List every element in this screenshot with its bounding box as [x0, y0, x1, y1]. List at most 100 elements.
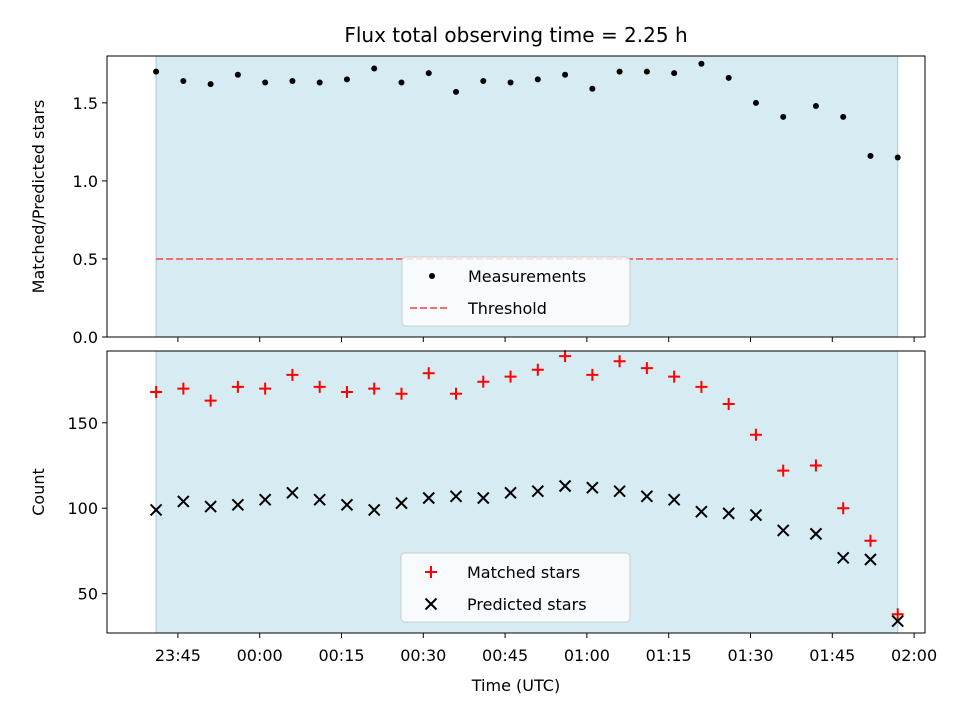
y-tick-label: 1.5 [73, 94, 98, 113]
measurement-point [480, 77, 487, 84]
y-tick-label: 50 [78, 585, 98, 604]
measurement-point [180, 77, 187, 84]
measurement-point [698, 60, 705, 67]
predicted-stars-point [531, 484, 545, 498]
x-tick-label: 02:00 [891, 646, 937, 665]
y-tick-label: 0.5 [73, 250, 98, 269]
measurement-point [289, 77, 296, 84]
predicted-stars-point [340, 498, 354, 512]
measurement-point [453, 88, 460, 95]
predicted-stars-point [836, 551, 850, 565]
x-axis-label: Time (UTC) [471, 676, 560, 695]
chart-title: Flux total observing time = 2.25 h [344, 23, 687, 47]
measurement-point [153, 68, 160, 75]
top-panel-ratio: 0.0 0.5 1.0 1.5 Matched/Predicted stars Measu… [29, 55, 926, 347]
measurement-point [234, 71, 241, 78]
predicted-stars-point [722, 507, 735, 520]
predicted-stars-point [422, 491, 435, 505]
predicted-stars-point [777, 524, 790, 537]
matched-stars-point [450, 387, 463, 400]
matched-stars-point [749, 428, 762, 441]
predicted-stars-point [149, 503, 163, 517]
matched-stars-point [231, 380, 244, 393]
measurement-point [371, 65, 378, 72]
matched-stars-point [777, 464, 790, 477]
measurement-point [316, 79, 323, 86]
measurement-point [207, 81, 214, 88]
matched-stars-point [259, 382, 272, 395]
legend-x-marker [424, 597, 438, 611]
bottom-panel-counts: 50 100 150 23:45 00:00 00:15 00:30 00:45 01:00 01… [29, 350, 937, 665]
matched-stars-point [368, 382, 381, 395]
x-tick-label: 01:15 [646, 646, 692, 665]
predicted-stars-point [504, 486, 517, 500]
predicted-stars-point [286, 486, 299, 500]
matched-stars-point [177, 382, 190, 395]
predicted-stars-point [695, 505, 708, 518]
legend-entry-label: Measurements [468, 267, 586, 286]
predicted-stars-point [891, 614, 904, 628]
measurement-point [867, 152, 874, 159]
measurement-point [840, 113, 847, 120]
x-tick-label: 01:45 [809, 646, 855, 665]
predicted-stars-point [177, 495, 190, 508]
legend-box [400, 552, 631, 623]
legend-entry-label: Threshold [467, 299, 547, 318]
matched-stars-point [150, 386, 163, 399]
x-tick-label: 00:00 [237, 646, 283, 665]
measurement-point [671, 70, 678, 77]
predicted-stars-point [258, 493, 272, 506]
matched-stars-point [340, 386, 353, 399]
matched-stars-point [504, 370, 517, 383]
legend-entry-label: Predicted stars [467, 595, 587, 614]
predicted-stars-point [749, 508, 763, 522]
matched-stars-point [640, 362, 653, 375]
predicted-stars-point [613, 484, 626, 498]
legend-entry-label: Matched stars [467, 563, 580, 582]
predicted-stars-point [395, 496, 408, 510]
predicted-stars-point [667, 493, 681, 506]
x-tick-label: 23:45 [155, 646, 201, 665]
x-tick-label: 00:30 [400, 646, 446, 665]
x-tick-label: 00:45 [482, 646, 528, 665]
predicted-stars-point [640, 490, 654, 503]
measurement-point [562, 71, 569, 78]
measurement-point [507, 79, 514, 86]
legend-plus-marker [425, 566, 437, 578]
predicted-stars-point [558, 479, 572, 493]
x-tick-label: 00:15 [318, 646, 364, 665]
y-tick-label: 150 [67, 414, 98, 433]
matched-stars-point [809, 459, 822, 472]
measurement-point [425, 70, 432, 77]
matched-stars-point [668, 370, 681, 383]
matched-stars-point [837, 502, 850, 515]
measurement-point [894, 154, 901, 161]
matched-stars-point [477, 375, 490, 388]
predicted-stars-point [809, 527, 823, 541]
measurement-point [812, 102, 819, 109]
y-axis-label: Count [29, 468, 48, 516]
y-tick-label: 1.0 [73, 172, 98, 191]
matched-stars-point [559, 350, 572, 363]
matched-stars-point [204, 394, 217, 407]
y-tick-label: 100 [67, 499, 98, 518]
matched-stars-point [864, 534, 877, 547]
predicted-stars-point [313, 493, 326, 506]
legend-dot-marker [429, 273, 435, 279]
matched-stars-point [891, 608, 904, 621]
matched-stars-point [586, 368, 599, 381]
legend-box [401, 256, 631, 327]
y-axis-label: Matched/Predicted stars [29, 100, 48, 294]
x-tick-label: 01:30 [727, 646, 773, 665]
axes-frame [106, 55, 926, 338]
measurement-point [398, 79, 405, 86]
measurement-point [725, 74, 732, 81]
legend: Matched stars Predicted stars [400, 552, 631, 623]
y-tick-label: 0.0 [73, 328, 98, 347]
matched-stars-point [695, 380, 708, 393]
measurement-point [262, 79, 269, 86]
measurement-point [752, 99, 759, 106]
x-tick-label: 01:00 [564, 646, 610, 665]
measurement-point [780, 113, 787, 120]
